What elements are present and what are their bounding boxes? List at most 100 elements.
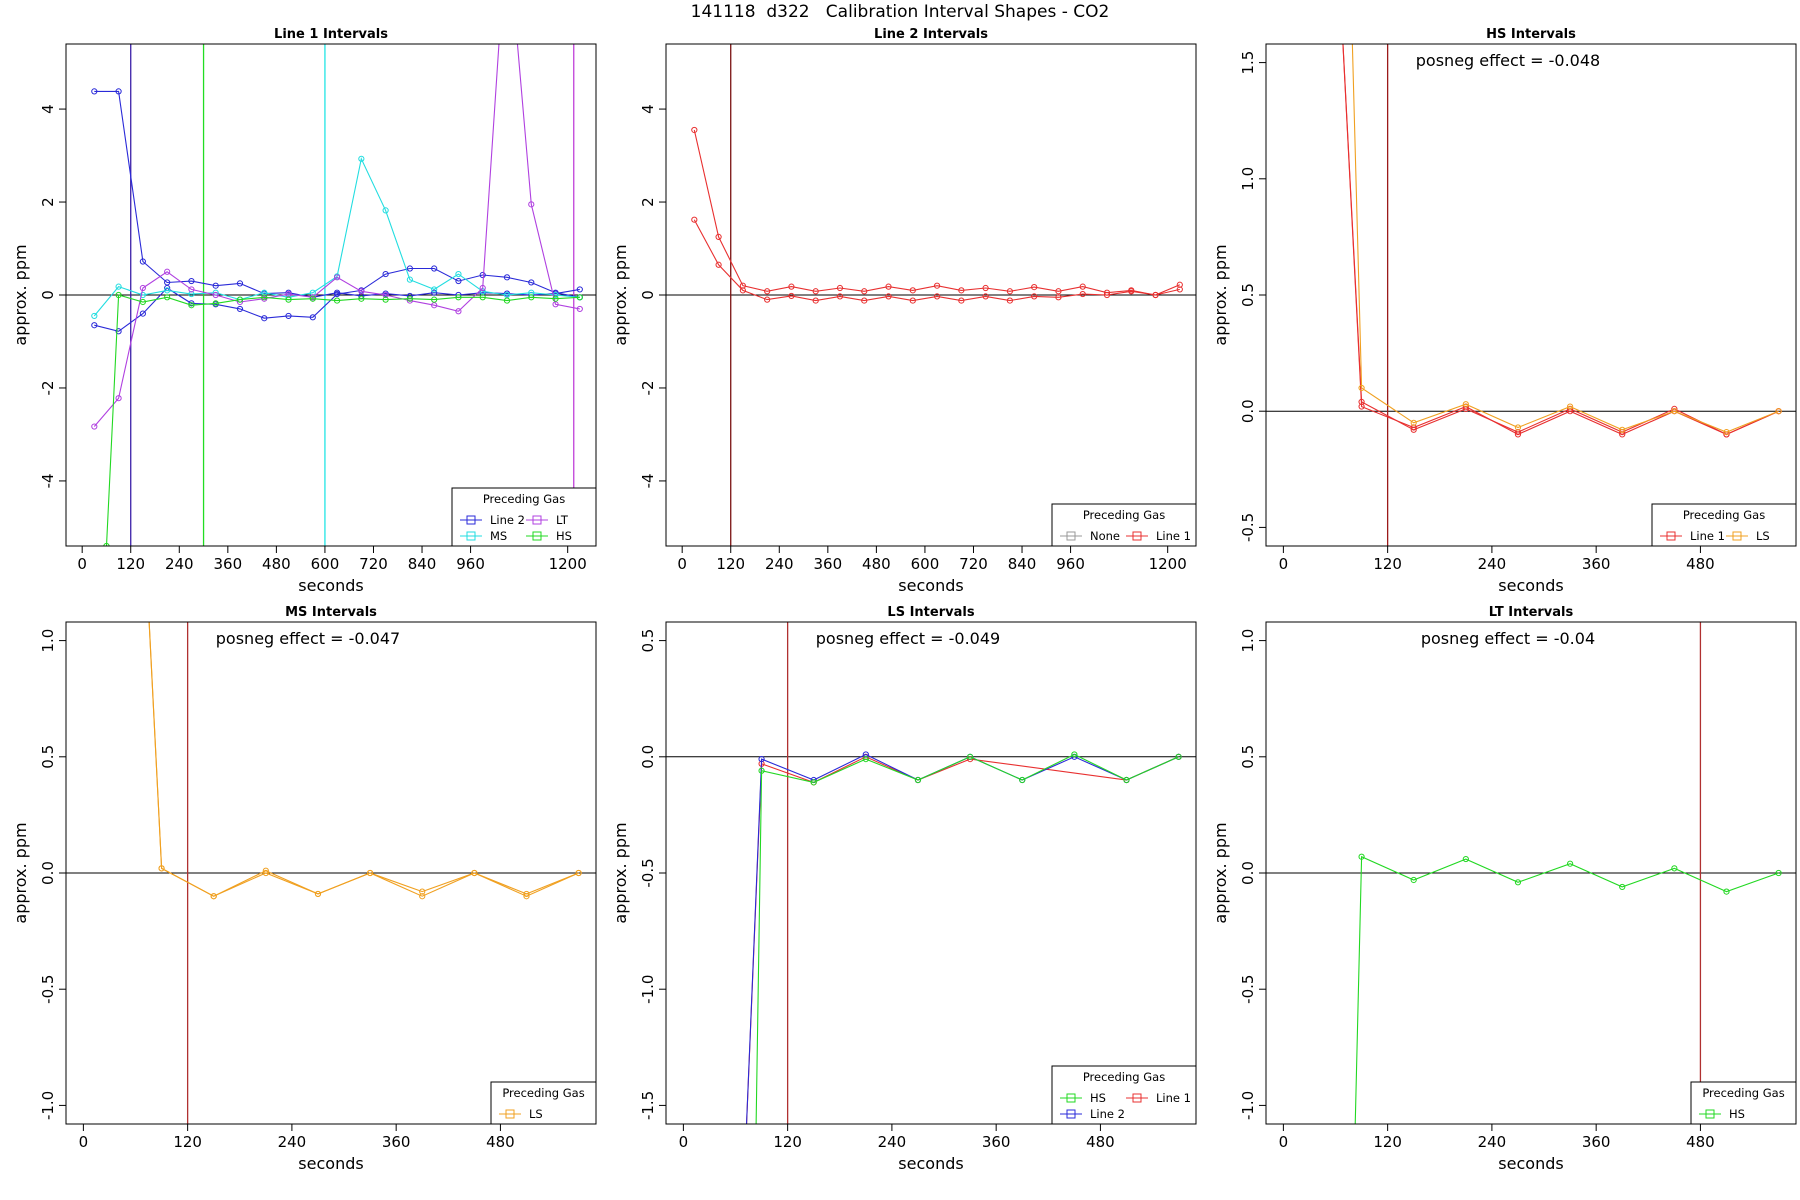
x-tick-label: 120 bbox=[173, 1133, 202, 1151]
legend: Preceding Gas LS bbox=[490, 1081, 597, 1125]
data-point bbox=[715, 261, 722, 268]
legend-title: Preceding Gas bbox=[1683, 508, 1765, 522]
plot-area bbox=[1266, 44, 1796, 546]
data-point bbox=[812, 297, 819, 304]
y-tick-label: 1.5 bbox=[1239, 51, 1257, 75]
data-point bbox=[309, 314, 316, 321]
data-point bbox=[523, 893, 530, 900]
y-tick-label: -1.5 bbox=[639, 1091, 657, 1120]
x-tick-label: 600 bbox=[911, 555, 940, 573]
data-point bbox=[1671, 408, 1678, 415]
data-point bbox=[91, 423, 98, 430]
data-point bbox=[836, 284, 844, 292]
data-point bbox=[188, 286, 195, 293]
data-point bbox=[285, 296, 292, 303]
data-point bbox=[164, 287, 171, 294]
series-line bbox=[755, 753, 1179, 1124]
data-point bbox=[1019, 776, 1026, 784]
data-point bbox=[575, 869, 582, 877]
data-point bbox=[909, 297, 916, 304]
data-point bbox=[982, 293, 989, 300]
data-point bbox=[1006, 288, 1013, 295]
data-point bbox=[91, 322, 98, 329]
data-point bbox=[1358, 403, 1365, 410]
data-point bbox=[382, 207, 389, 214]
data-point bbox=[933, 282, 941, 289]
x-tick-label: 120 bbox=[773, 1133, 802, 1151]
data-point bbox=[788, 283, 795, 290]
y-tick-label: 0.5 bbox=[39, 745, 57, 769]
data-point bbox=[382, 296, 389, 303]
data-point bbox=[309, 295, 316, 302]
data-point bbox=[115, 283, 122, 290]
legend-title: Preceding Gas bbox=[483, 492, 565, 506]
data-point bbox=[261, 315, 268, 322]
posneg-annotation: posneg effect = -0.048 bbox=[1416, 51, 1600, 70]
legend-swatch-marker bbox=[1732, 531, 1742, 541]
legend-swatch-marker bbox=[1666, 531, 1676, 541]
legend-box bbox=[1651, 503, 1797, 547]
y-tick-label: 0.0 bbox=[39, 861, 57, 885]
data-point bbox=[1055, 294, 1062, 301]
data-point bbox=[1723, 429, 1730, 436]
legend-label: MS bbox=[490, 529, 507, 543]
posneg-annotation: posneg effect = -0.049 bbox=[816, 629, 1000, 648]
data-point bbox=[406, 276, 413, 283]
legend-label: Line 2 bbox=[1090, 1107, 1125, 1121]
x-tick-label: 360 bbox=[1582, 1133, 1611, 1151]
data-point bbox=[212, 291, 219, 299]
data-point bbox=[1006, 297, 1013, 304]
y-axis-label: approx. ppm bbox=[611, 822, 630, 923]
data-point bbox=[788, 292, 795, 300]
series-line bbox=[1342, 44, 1779, 436]
data-point bbox=[862, 756, 869, 763]
data-point bbox=[1514, 424, 1522, 431]
y-tick-label: -1.0 bbox=[639, 975, 657, 1004]
data-point bbox=[1462, 405, 1469, 412]
data-point bbox=[358, 155, 365, 162]
series-line bbox=[1354, 855, 1779, 1124]
data-point bbox=[528, 289, 535, 296]
data-point bbox=[261, 289, 268, 296]
y-tick-label: -4 bbox=[639, 473, 657, 488]
data-point bbox=[1079, 290, 1086, 298]
y-axis-label: approx. ppm bbox=[1211, 822, 1230, 923]
data-point bbox=[914, 776, 922, 784]
legend-label: HS bbox=[556, 529, 572, 543]
data-point bbox=[188, 277, 195, 285]
data-point bbox=[212, 282, 219, 289]
data-point bbox=[810, 779, 817, 786]
x-tick-label: 480 bbox=[486, 1133, 515, 1151]
posneg-annotation: posneg effect = -0.047 bbox=[216, 629, 400, 648]
series-line bbox=[746, 756, 1179, 1124]
x-tick-label: 0 bbox=[79, 1133, 89, 1151]
data-point bbox=[885, 293, 892, 300]
data-point bbox=[115, 291, 122, 299]
legend-swatch-marker bbox=[532, 515, 542, 525]
data-point bbox=[1775, 408, 1782, 415]
x-tick-label: 840 bbox=[1008, 555, 1037, 573]
data-point bbox=[419, 888, 426, 895]
data-point bbox=[758, 756, 765, 763]
y-tick-label: 1.0 bbox=[39, 629, 57, 653]
data-point bbox=[909, 287, 916, 294]
series-line bbox=[93, 44, 580, 427]
plot-area bbox=[666, 622, 1196, 1124]
x-tick-label: 0 bbox=[679, 1133, 689, 1151]
y-tick-label: -2 bbox=[639, 380, 657, 395]
legend-label: LS bbox=[529, 1107, 543, 1121]
legend-title: Preceding Gas bbox=[1083, 508, 1165, 522]
data-point bbox=[739, 282, 746, 289]
x-tick-label: 360 bbox=[982, 1133, 1011, 1151]
x-tick-label: 480 bbox=[1686, 555, 1715, 573]
data-point bbox=[431, 289, 438, 296]
x-tick-label: 120 bbox=[116, 555, 145, 573]
data-point bbox=[406, 295, 413, 302]
x-tick-label: 720 bbox=[959, 555, 988, 573]
plot-area bbox=[66, 622, 596, 1124]
data-point bbox=[455, 270, 462, 278]
figure-title: 141118 d322 Calibration Interval Shapes … bbox=[690, 2, 1110, 22]
y-tick-label: 0 bbox=[639, 290, 657, 300]
